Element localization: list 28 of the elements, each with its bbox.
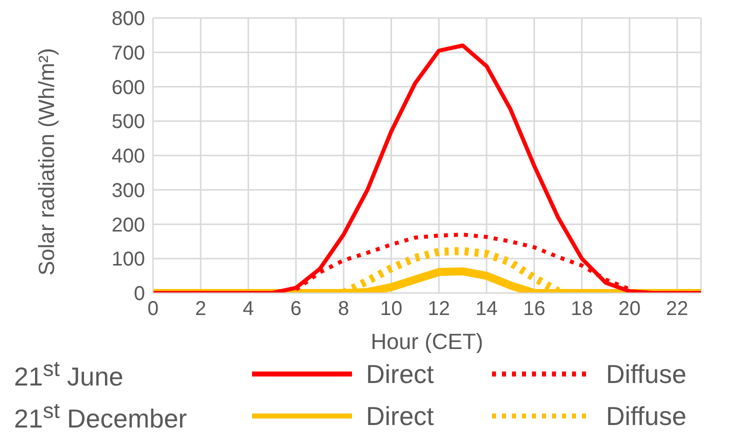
x-tick-label: 18: [570, 298, 593, 320]
x-tick-label: 16: [523, 298, 546, 320]
y-tick-label: 0: [134, 283, 145, 306]
x-tick-label: 12: [428, 298, 450, 320]
text: 21$^{st}$ June: [13, 356, 124, 392]
x-tick-label: 0: [147, 298, 159, 320]
text: 21$^{st}$ December: [13, 398, 188, 434]
y-tick-label: 800: [112, 8, 145, 30]
y-tick-label: 100: [112, 248, 145, 271]
x-tick-label: 8: [338, 298, 350, 320]
x-tick-label: 4: [242, 298, 254, 320]
y-tick-label: 600: [112, 76, 145, 99]
legend-label: Diffuse: [606, 400, 686, 432]
x-tick-label: 2: [195, 298, 206, 320]
x-tick-label: 14: [475, 298, 498, 320]
x-tick-label: 22: [666, 298, 688, 320]
y-tick-label: 400: [112, 146, 145, 168]
y-axis-title: Solar radiation (Wh/m²): [34, 48, 59, 276]
x-tick-label: 20: [618, 298, 641, 320]
y-tick-label: 300: [112, 180, 145, 202]
x-tick-label: 6: [290, 298, 302, 320]
y-tick-label: 500: [112, 111, 145, 134]
legend-label: Diffuse: [606, 358, 686, 390]
y-tick-label: 700: [112, 42, 145, 64]
legend-label: Direct: [366, 400, 434, 432]
x-tick-label: 10: [380, 298, 402, 320]
legend-label: Direct: [366, 358, 434, 390]
y-tick-label: 200: [112, 214, 145, 236]
